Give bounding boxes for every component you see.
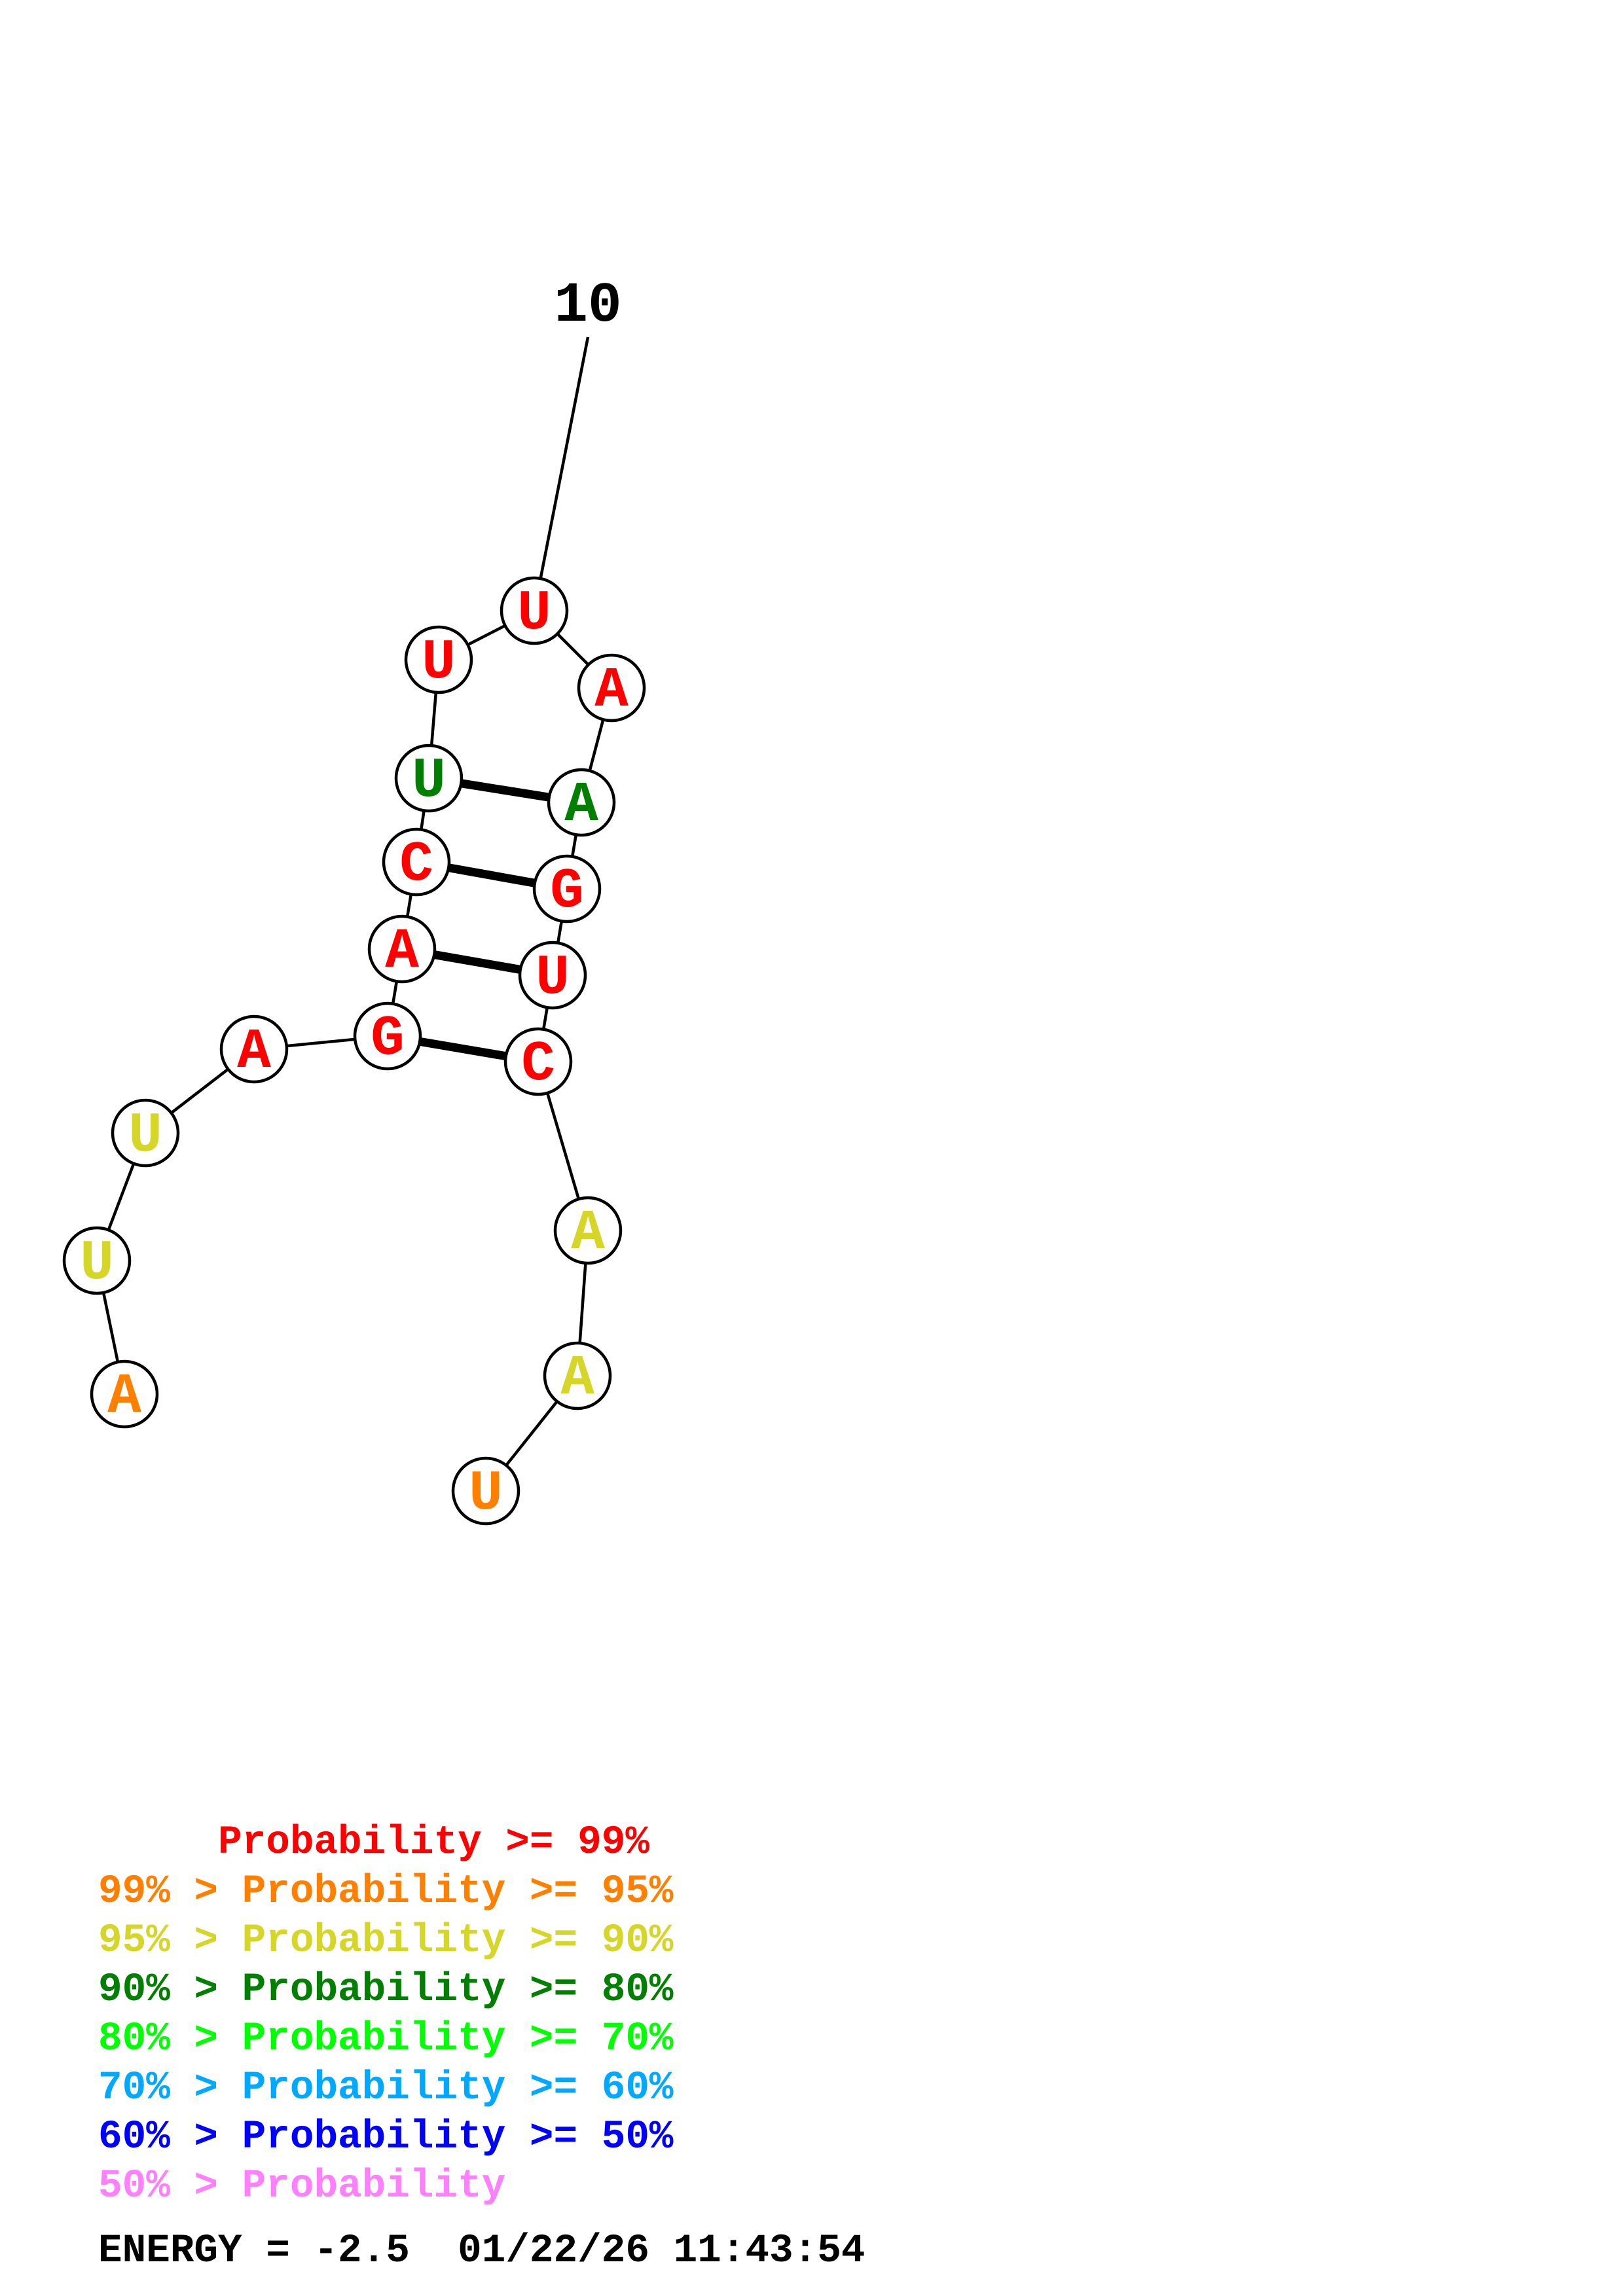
- timestamp: 01/22/26 11:43:54: [458, 2229, 866, 2274]
- backbone-segment: [542, 1007, 549, 1030]
- base-pair-bond: [460, 779, 550, 802]
- legend-line-tier-7: 50% > Probability: [98, 2164, 506, 2209]
- backbone-segment: [420, 810, 426, 830]
- legend-line-tier-1: 99% > Probability >= 95%: [98, 1869, 674, 1914]
- base-node: G: [532, 854, 602, 924]
- base-circle: [404, 625, 473, 694]
- backbone-segment: [545, 1092, 581, 1200]
- base-letter: A: [571, 1201, 605, 1265]
- base-circle: [577, 653, 646, 723]
- base-node: U: [500, 576, 569, 645]
- base-circle: [518, 941, 587, 1010]
- backbone-segment: [578, 1263, 587, 1344]
- backbone-segment: [588, 719, 605, 772]
- base-letter: A: [107, 1365, 141, 1429]
- base-letter: G: [371, 1007, 405, 1071]
- backbone-segment: [505, 1400, 558, 1467]
- base-node: A: [219, 1014, 289, 1084]
- base-circle: [353, 1001, 422, 1071]
- backbone-segment: [170, 1067, 229, 1115]
- base-circle: [532, 854, 602, 924]
- base-circle: [394, 744, 464, 813]
- base-letter: A: [237, 1020, 271, 1084]
- energy-value: ENERGY = -2.5: [98, 2229, 410, 2274]
- base-circle: [451, 1456, 520, 1526]
- backbone-segment: [286, 1037, 356, 1048]
- base-node: U: [62, 1226, 132, 1295]
- base-node: A: [367, 914, 437, 984]
- base-circle: [547, 768, 616, 837]
- base-node: U: [404, 625, 473, 694]
- base-letter: G: [550, 859, 584, 924]
- legend-line-tier-5: 70% > Probability >= 60%: [98, 2066, 674, 2111]
- base-node: A: [543, 1341, 612, 1410]
- base-letter: C: [521, 1032, 555, 1096]
- backbone-segment: [556, 920, 563, 944]
- base-letter: U: [128, 1103, 162, 1168]
- legend-line-tier-3: 90% > Probability >= 80%: [98, 1967, 674, 2013]
- backbone-layer: [101, 624, 605, 1467]
- base-node: U: [451, 1456, 520, 1526]
- base-node: A: [547, 768, 616, 837]
- base-pair-bond: [448, 863, 536, 888]
- legend-line-tier-4: 80% > Probability >= 70%: [98, 2017, 674, 2062]
- base-letter: C: [399, 833, 433, 897]
- base-circle: [382, 827, 451, 897]
- legend-line-tier-6: 60% > Probability >= 50%: [98, 2115, 674, 2160]
- base-circle: [543, 1341, 612, 1410]
- base-node: C: [382, 827, 451, 897]
- base-node: A: [90, 1359, 159, 1429]
- backbone-segment: [405, 893, 413, 918]
- backbone-segment: [429, 692, 438, 746]
- base-letter: U: [412, 749, 446, 813]
- index-label-layer: 10: [539, 274, 622, 579]
- base-node: A: [553, 1196, 623, 1265]
- base-circle: [219, 1014, 289, 1084]
- base-letter: A: [560, 1346, 594, 1410]
- energy-readout: ENERGY = -2.5 01/22/26 11:43:54: [98, 2227, 865, 2276]
- base-circle: [500, 576, 569, 645]
- base-node: U: [111, 1098, 180, 1168]
- index-tick-line: [539, 336, 590, 579]
- index-label: 10: [554, 274, 621, 338]
- base-node: A: [577, 653, 646, 723]
- backbone-segment: [571, 834, 577, 857]
- base-letter: U: [422, 630, 456, 694]
- base-circle: [111, 1098, 180, 1168]
- base-circle: [90, 1359, 159, 1429]
- base-letter: U: [80, 1231, 114, 1295]
- base-circle: [553, 1196, 623, 1265]
- backbone-segment: [107, 1162, 136, 1231]
- base-node: U: [394, 744, 464, 813]
- backbone-segment: [391, 980, 399, 1005]
- base-node: C: [503, 1027, 573, 1096]
- base-circle: [62, 1226, 132, 1295]
- base-pair-layer: [419, 779, 550, 1061]
- base-node: U: [518, 941, 587, 1010]
- base-letter: U: [469, 1462, 503, 1526]
- base-pair-bond: [433, 950, 521, 974]
- legend-line-tier-0: Probability >= 99%: [98, 1820, 649, 1865]
- base-letter: A: [594, 658, 629, 723]
- base-letter: U: [536, 946, 570, 1010]
- base-letter: A: [385, 920, 419, 984]
- base-node: G: [353, 1001, 422, 1071]
- base-letter: A: [564, 773, 598, 837]
- base-pair-bond: [419, 1037, 507, 1061]
- legend-line-tier-2: 95% > Probability >= 90%: [98, 1918, 674, 1964]
- base-letter: U: [517, 581, 551, 645]
- backbone-segment: [101, 1292, 120, 1363]
- base-circle: [503, 1027, 573, 1096]
- backbone-segment: [467, 624, 506, 647]
- backbone-segment: [556, 632, 590, 666]
- base-circle: [367, 914, 437, 984]
